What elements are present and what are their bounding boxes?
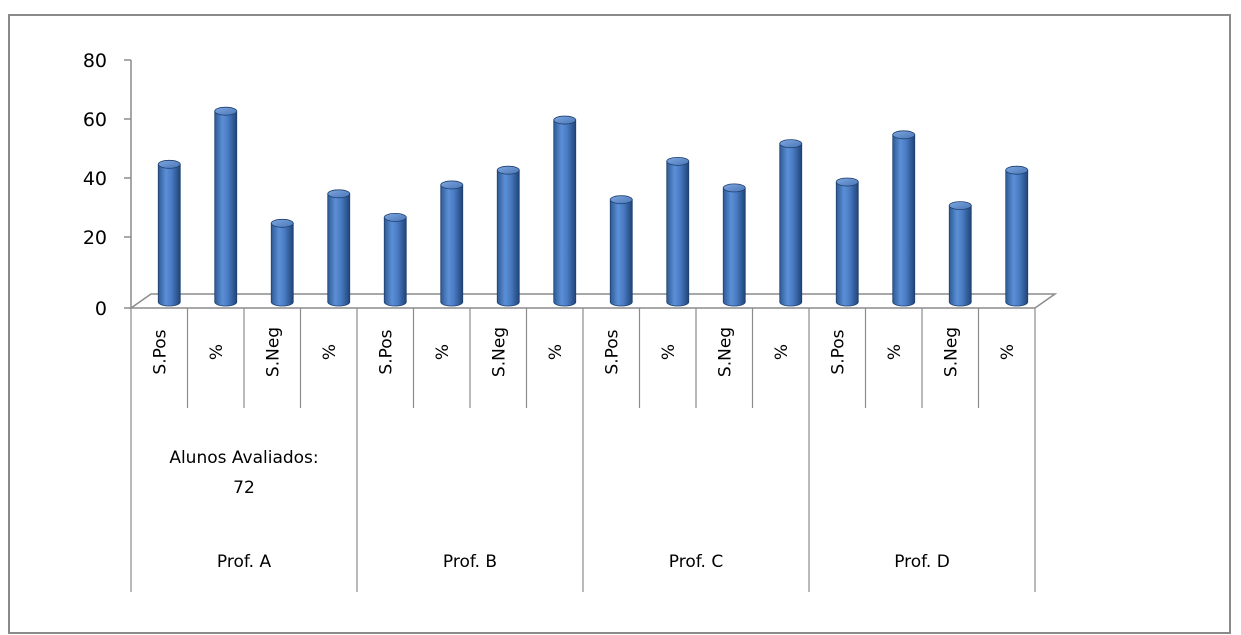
bar (779, 139, 803, 307)
bar-body (214, 110, 238, 307)
bar-body (383, 217, 407, 307)
x-tick-label: % (320, 344, 340, 360)
x-tick-label: % (885, 344, 905, 360)
bar-body (157, 163, 181, 307)
bar-body (948, 205, 972, 307)
bar (553, 115, 577, 307)
bar-cap (157, 159, 181, 169)
y-tick-label: 20 (83, 227, 107, 249)
x-tick-label: S.Neg (489, 327, 509, 377)
bar-cap (440, 180, 464, 190)
chart-frame (8, 14, 1231, 634)
bar-cap (666, 156, 690, 166)
bar (722, 183, 746, 307)
bar-body (327, 193, 351, 307)
bar-body (892, 134, 916, 307)
y-tick-label: 0 (95, 298, 107, 320)
chart-floor (128, 293, 1058, 309)
y-tick-label: 60 (83, 109, 107, 131)
bar-body (722, 187, 746, 307)
group-label: Prof. B (443, 552, 497, 572)
chart-axes (124, 59, 1058, 592)
bar-cap (214, 106, 238, 116)
bar-body (779, 143, 803, 307)
bar-body (496, 169, 520, 307)
bar-cap (722, 183, 746, 193)
x-tick-label: S.Neg (715, 327, 735, 377)
bar (666, 156, 690, 307)
bar-cap (892, 130, 916, 140)
x-tick-label: S.Neg (941, 327, 961, 377)
bar-body (666, 160, 690, 307)
group-label: Prof. C (669, 552, 723, 572)
bar-cap (553, 115, 577, 125)
bar-body (609, 199, 633, 307)
bar (1005, 165, 1029, 307)
x-tick-label: S.Pos (376, 329, 396, 374)
bar (157, 159, 181, 307)
bar (327, 189, 351, 307)
bar-cap (609, 195, 633, 205)
bar-body (440, 184, 464, 307)
x-tick-label: S.Neg (263, 327, 283, 377)
bar (383, 212, 407, 307)
bar-cap (327, 189, 351, 199)
bar-cap (496, 165, 520, 175)
bar (270, 218, 294, 307)
bar (496, 165, 520, 307)
chart-bars (157, 106, 1029, 307)
x-tick-label: % (998, 344, 1018, 360)
group-label: Prof. A (217, 552, 272, 572)
x-tick-label: S.Pos (150, 329, 170, 374)
x-tick-label: % (659, 344, 679, 360)
x-tick-label: S.Pos (828, 329, 848, 374)
bar-cap (270, 218, 294, 228)
bar-body (1005, 169, 1029, 307)
x-tick-label: S.Pos (602, 329, 622, 374)
chart-labels: 0 20 40 60 80 S.Pos% S.Neg% S.Pos% S.Neg% S.Pos% S… (83, 50, 1018, 572)
bar (440, 180, 464, 307)
bar-cap (383, 212, 407, 222)
group-label: Prof. D (894, 552, 950, 572)
bar-cap (1005, 165, 1029, 175)
y-tick-label: 80 (83, 50, 107, 72)
bar-cap (835, 177, 859, 187)
bar (892, 130, 916, 307)
bar-cap (779, 139, 803, 149)
x-tick-label: % (546, 344, 566, 360)
x-tick-label: % (207, 344, 227, 360)
bar-cap (948, 201, 972, 211)
bar (948, 201, 972, 307)
bar-body (270, 222, 294, 307)
group-note: Alunos Avaliados: (169, 448, 318, 468)
bar-body (553, 119, 577, 307)
bar-body (835, 181, 859, 307)
bar (214, 106, 238, 307)
x-tick-label: % (433, 344, 453, 360)
group-note: 72 (233, 478, 255, 498)
bar (835, 177, 859, 307)
bar (609, 195, 633, 307)
x-tick-label: % (772, 344, 792, 360)
y-tick-label: 40 (83, 168, 107, 190)
